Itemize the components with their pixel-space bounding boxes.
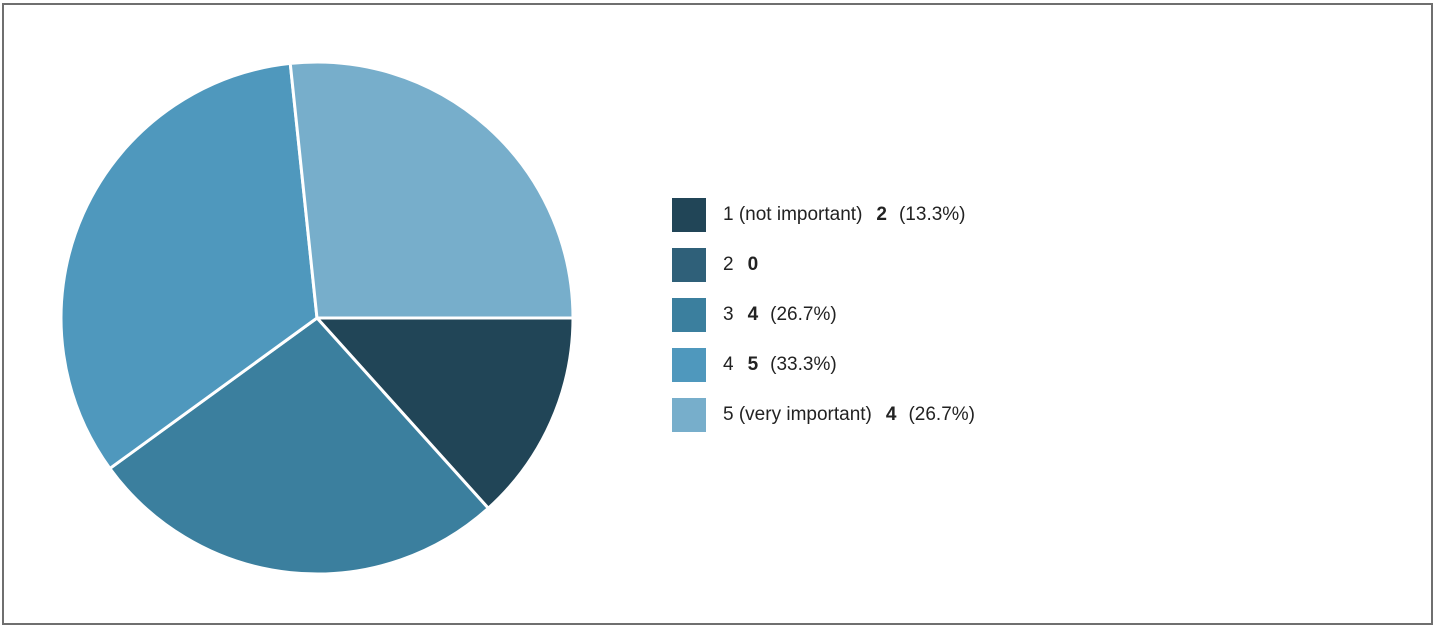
legend-label-4: 4: [723, 354, 734, 375]
legend-count-2: 0: [747, 254, 759, 275]
legend-percent-3: (26.7%): [770, 304, 837, 325]
legend-item-2: 2 0: [672, 248, 1272, 282]
legend-percent-4: (33.3%): [770, 354, 837, 375]
legend-percent-1: (13.3%): [898, 204, 966, 225]
legend-count-1: 2: [876, 204, 887, 225]
chart-frame: 1 (not important) 2 (13.3%) 2 0 3 4 (26.…: [2, 3, 1433, 625]
legend-item-4: 4 5 (33.3%): [672, 348, 1272, 382]
legend-item-3: 3 4 (26.7%): [672, 298, 1272, 332]
legend-count-5: 4: [885, 404, 897, 425]
legend-item-5: 5 (very important) 4 (26.7%): [672, 398, 1272, 432]
pie-slice-3: [108, 316, 490, 576]
legend-label-2: 2: [723, 254, 734, 275]
legend: 1 (not important) 2 (13.3%) 2 0 3 4 (26.…: [672, 198, 1272, 448]
legend-count-4: 5: [747, 354, 759, 375]
pie-slice-4: [59, 61, 319, 470]
legend-label-5: 5 (very important): [723, 404, 872, 425]
legend-swatch-3: [672, 298, 706, 332]
pie-slice-1: [315, 316, 575, 510]
legend-swatch-1: [672, 198, 706, 232]
pie-chart: [59, 60, 575, 576]
legend-swatch-4: [672, 348, 706, 382]
legend-item-1: 1 (not important) 2 (13.3%): [672, 198, 1272, 232]
legend-label-1: 1 (not important): [723, 204, 863, 225]
legend-percent-5: (26.7%): [908, 404, 975, 425]
legend-swatch-2: [672, 248, 706, 282]
legend-count-3: 4: [747, 304, 759, 325]
legend-label-3: 3: [723, 304, 734, 325]
pie-slice-5: [288, 60, 575, 320]
legend-swatch-5: [672, 398, 706, 432]
